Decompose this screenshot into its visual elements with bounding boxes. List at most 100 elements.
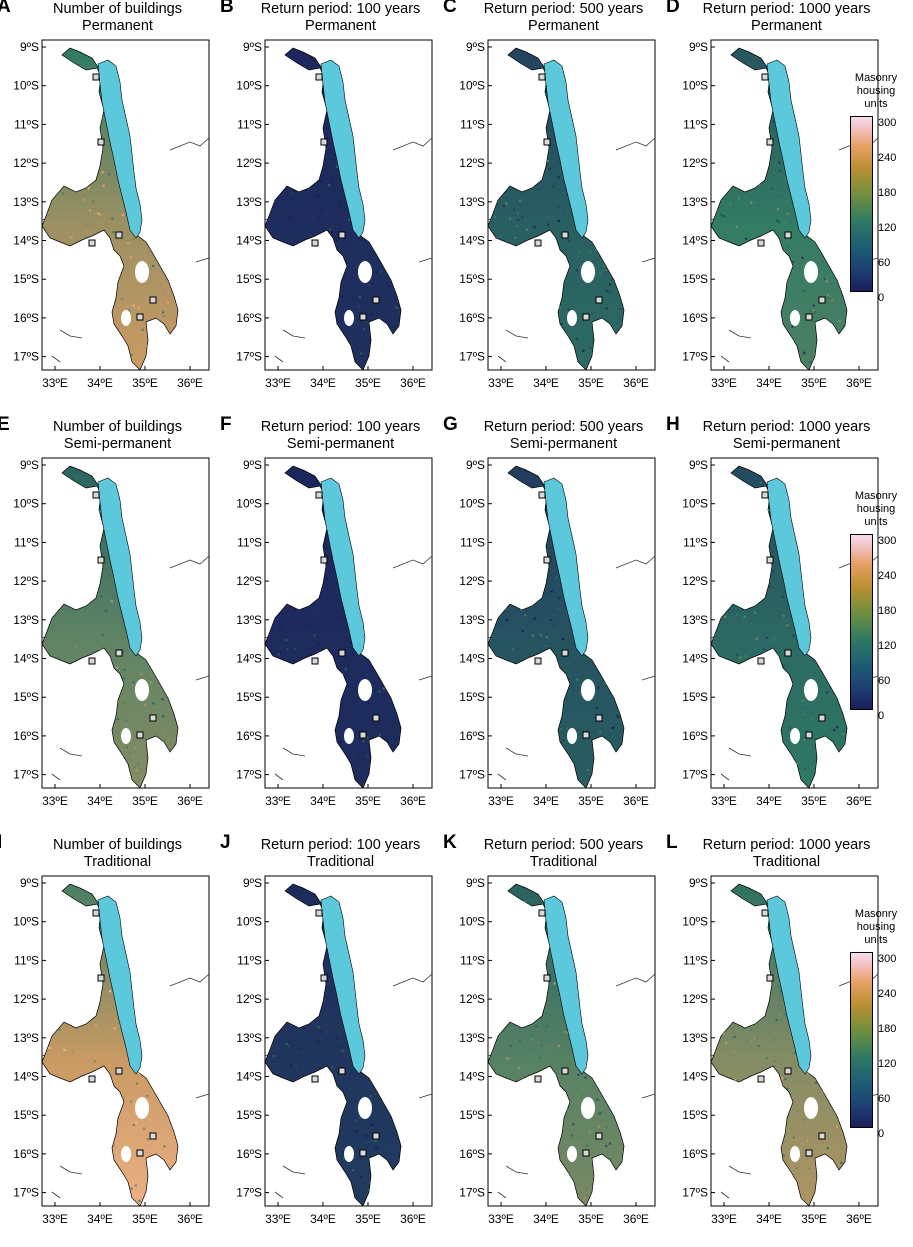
no-data-area bbox=[135, 261, 149, 283]
lake-area bbox=[320, 477, 366, 657]
panel-title: Return period: 1000 years Traditional bbox=[689, 837, 884, 871]
pixel-cell bbox=[798, 1086, 802, 1089]
pixel-cell bbox=[134, 747, 137, 750]
map-panel-e: E Number of buildings Semi-permanent 9ºS 1… bbox=[0, 414, 215, 818]
lon-label: 36ºE bbox=[400, 376, 426, 390]
no-data-area bbox=[70, 106, 82, 134]
no-data-area bbox=[748, 576, 758, 596]
no-data-area bbox=[358, 1097, 372, 1119]
pixel-cell bbox=[70, 236, 73, 239]
pixel-cell bbox=[337, 1040, 340, 1043]
lat-label: 14ºS bbox=[459, 234, 485, 248]
lake-area bbox=[543, 477, 589, 657]
pixel-cell bbox=[557, 1075, 560, 1078]
no-data-area bbox=[302, 576, 312, 596]
pixel-cell bbox=[295, 1065, 298, 1068]
pixel-cell bbox=[749, 1028, 752, 1031]
panel-title-line2: Semi-permanent bbox=[732, 436, 841, 452]
city-marker bbox=[372, 1132, 380, 1140]
pixel-cell bbox=[330, 232, 333, 235]
pixel-cell bbox=[611, 726, 614, 729]
colorbar-title-line: units bbox=[864, 516, 888, 528]
pixel-cell bbox=[340, 741, 343, 744]
no-data-area bbox=[748, 158, 758, 178]
pixel-cell bbox=[557, 1044, 561, 1047]
pixel-cell bbox=[368, 249, 371, 252]
no-data-area bbox=[516, 106, 528, 134]
pixel-cell bbox=[509, 217, 512, 220]
lat-label: 13ºS bbox=[13, 613, 39, 627]
panel-letter: J bbox=[220, 832, 231, 853]
pixel-cell bbox=[143, 1155, 147, 1158]
pixel-cell bbox=[279, 626, 282, 629]
pixel-cell bbox=[354, 1119, 358, 1122]
pixel-cell bbox=[494, 215, 497, 218]
pixel-cell bbox=[326, 576, 329, 579]
no-data-area bbox=[358, 261, 372, 283]
panel-letter: C bbox=[443, 0, 457, 17]
pixel-cell bbox=[780, 1019, 783, 1022]
city-marker bbox=[784, 1067, 792, 1075]
pixel-cell bbox=[335, 238, 338, 241]
panel-title-line1: Return period: 100 years bbox=[260, 419, 421, 435]
city-marker bbox=[311, 657, 319, 665]
no-data-area bbox=[525, 994, 535, 1014]
colorbar-tick: 60 bbox=[878, 1093, 891, 1105]
panel-letter: K bbox=[443, 832, 457, 853]
colorbar-tick: 240 bbox=[878, 570, 897, 582]
city-marker bbox=[311, 1075, 319, 1083]
city-marker bbox=[534, 1075, 542, 1083]
lat-label: 13ºS bbox=[682, 613, 708, 627]
pixel-cell bbox=[132, 1123, 135, 1127]
lat-label: 17ºS bbox=[459, 350, 485, 364]
no-data-area bbox=[70, 942, 82, 970]
colorbar-tick: 60 bbox=[878, 675, 891, 687]
pixel-cell bbox=[506, 1057, 509, 1060]
pixel-cell bbox=[549, 618, 552, 622]
pixel-cell bbox=[121, 213, 124, 217]
no-data-area bbox=[804, 1097, 818, 1119]
pixel-cell bbox=[342, 1157, 345, 1160]
lon-label: 33ºE bbox=[265, 1212, 291, 1226]
lat-label: 14ºS bbox=[236, 234, 262, 248]
pixel-cell bbox=[509, 1044, 512, 1048]
pixel-cell bbox=[102, 598, 105, 601]
pixel-cell bbox=[318, 642, 321, 645]
panel-title-line1: Number of buildings bbox=[53, 837, 182, 853]
pixel-cell bbox=[347, 306, 350, 309]
pixel-cell bbox=[784, 221, 787, 224]
colorbar-tick: 0 bbox=[878, 710, 885, 722]
pixel-cell bbox=[369, 1095, 372, 1098]
pixel-cell bbox=[93, 633, 96, 636]
pixel-cell bbox=[783, 625, 786, 628]
lon-label: 33ºE bbox=[265, 794, 291, 808]
city-marker bbox=[97, 974, 105, 982]
pixel-cell bbox=[616, 714, 619, 718]
pixel-cell bbox=[276, 1070, 279, 1073]
pixel-cell bbox=[341, 672, 344, 675]
pixel-cell bbox=[126, 242, 130, 245]
pixel-cell bbox=[125, 746, 129, 749]
no-data-area bbox=[344, 310, 354, 326]
colorbar-tick: 0 bbox=[878, 1128, 885, 1140]
lon-label: 33ºE bbox=[42, 1212, 68, 1226]
lat-label: 9ºS bbox=[466, 876, 485, 890]
pixel-cell bbox=[800, 304, 803, 307]
pixel-cell bbox=[357, 1090, 360, 1094]
city-marker bbox=[766, 138, 774, 146]
lat-label: 17ºS bbox=[682, 350, 708, 364]
pixel-cell bbox=[559, 651, 562, 654]
pixel-cell bbox=[146, 1094, 149, 1097]
pixel-cell bbox=[582, 349, 585, 352]
pixel-cell bbox=[575, 337, 578, 340]
lat-label: 16ºS bbox=[13, 729, 39, 743]
pixel-cell bbox=[111, 619, 114, 623]
no-data-area bbox=[790, 1146, 800, 1162]
no-data-area bbox=[293, 942, 305, 970]
pixel-cell bbox=[603, 271, 607, 274]
pixel-cell bbox=[782, 614, 785, 617]
pixel-cell bbox=[502, 624, 505, 627]
city-marker bbox=[97, 556, 105, 564]
lat-label: 16ºS bbox=[13, 1147, 39, 1161]
